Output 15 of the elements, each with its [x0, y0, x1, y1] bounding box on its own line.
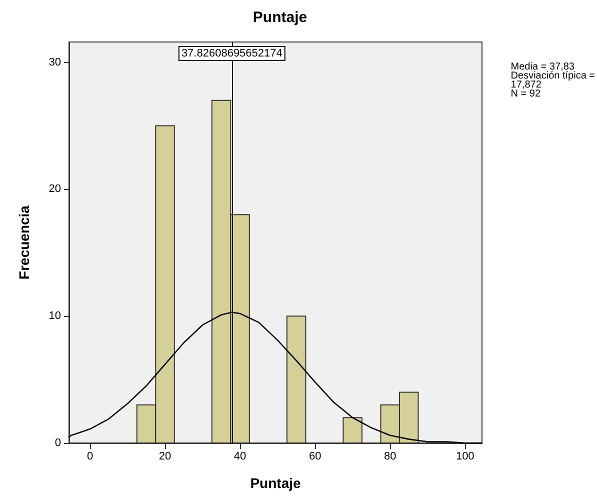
- x-tick-label: 60: [308, 450, 322, 462]
- x-tick-label: 100: [456, 450, 474, 462]
- y-axis-title: Frecuencia: [16, 205, 32, 280]
- text: Media = 37,83 Desviación típica = 17,872 N = 92: [510, 62, 596, 100]
- y-tick-label: 20: [48, 183, 61, 196]
- chart-title: Puntaje: [252, 9, 308, 26]
- x-axis-title: Puntaje: [250, 475, 301, 491]
- y-tick-label: 10: [48, 310, 61, 322]
- y-tick-label: 0: [54, 437, 61, 449]
- ref-line-label: 37.82608695652174: [181, 48, 282, 60]
- y-tick-label: 30: [48, 56, 61, 68]
- x-tick-label: 80: [384, 450, 396, 462]
- x-tick-label: 20: [158, 450, 172, 462]
- x-tick-label: 40: [234, 450, 246, 462]
- x-tick-label: 0: [86, 450, 94, 462]
